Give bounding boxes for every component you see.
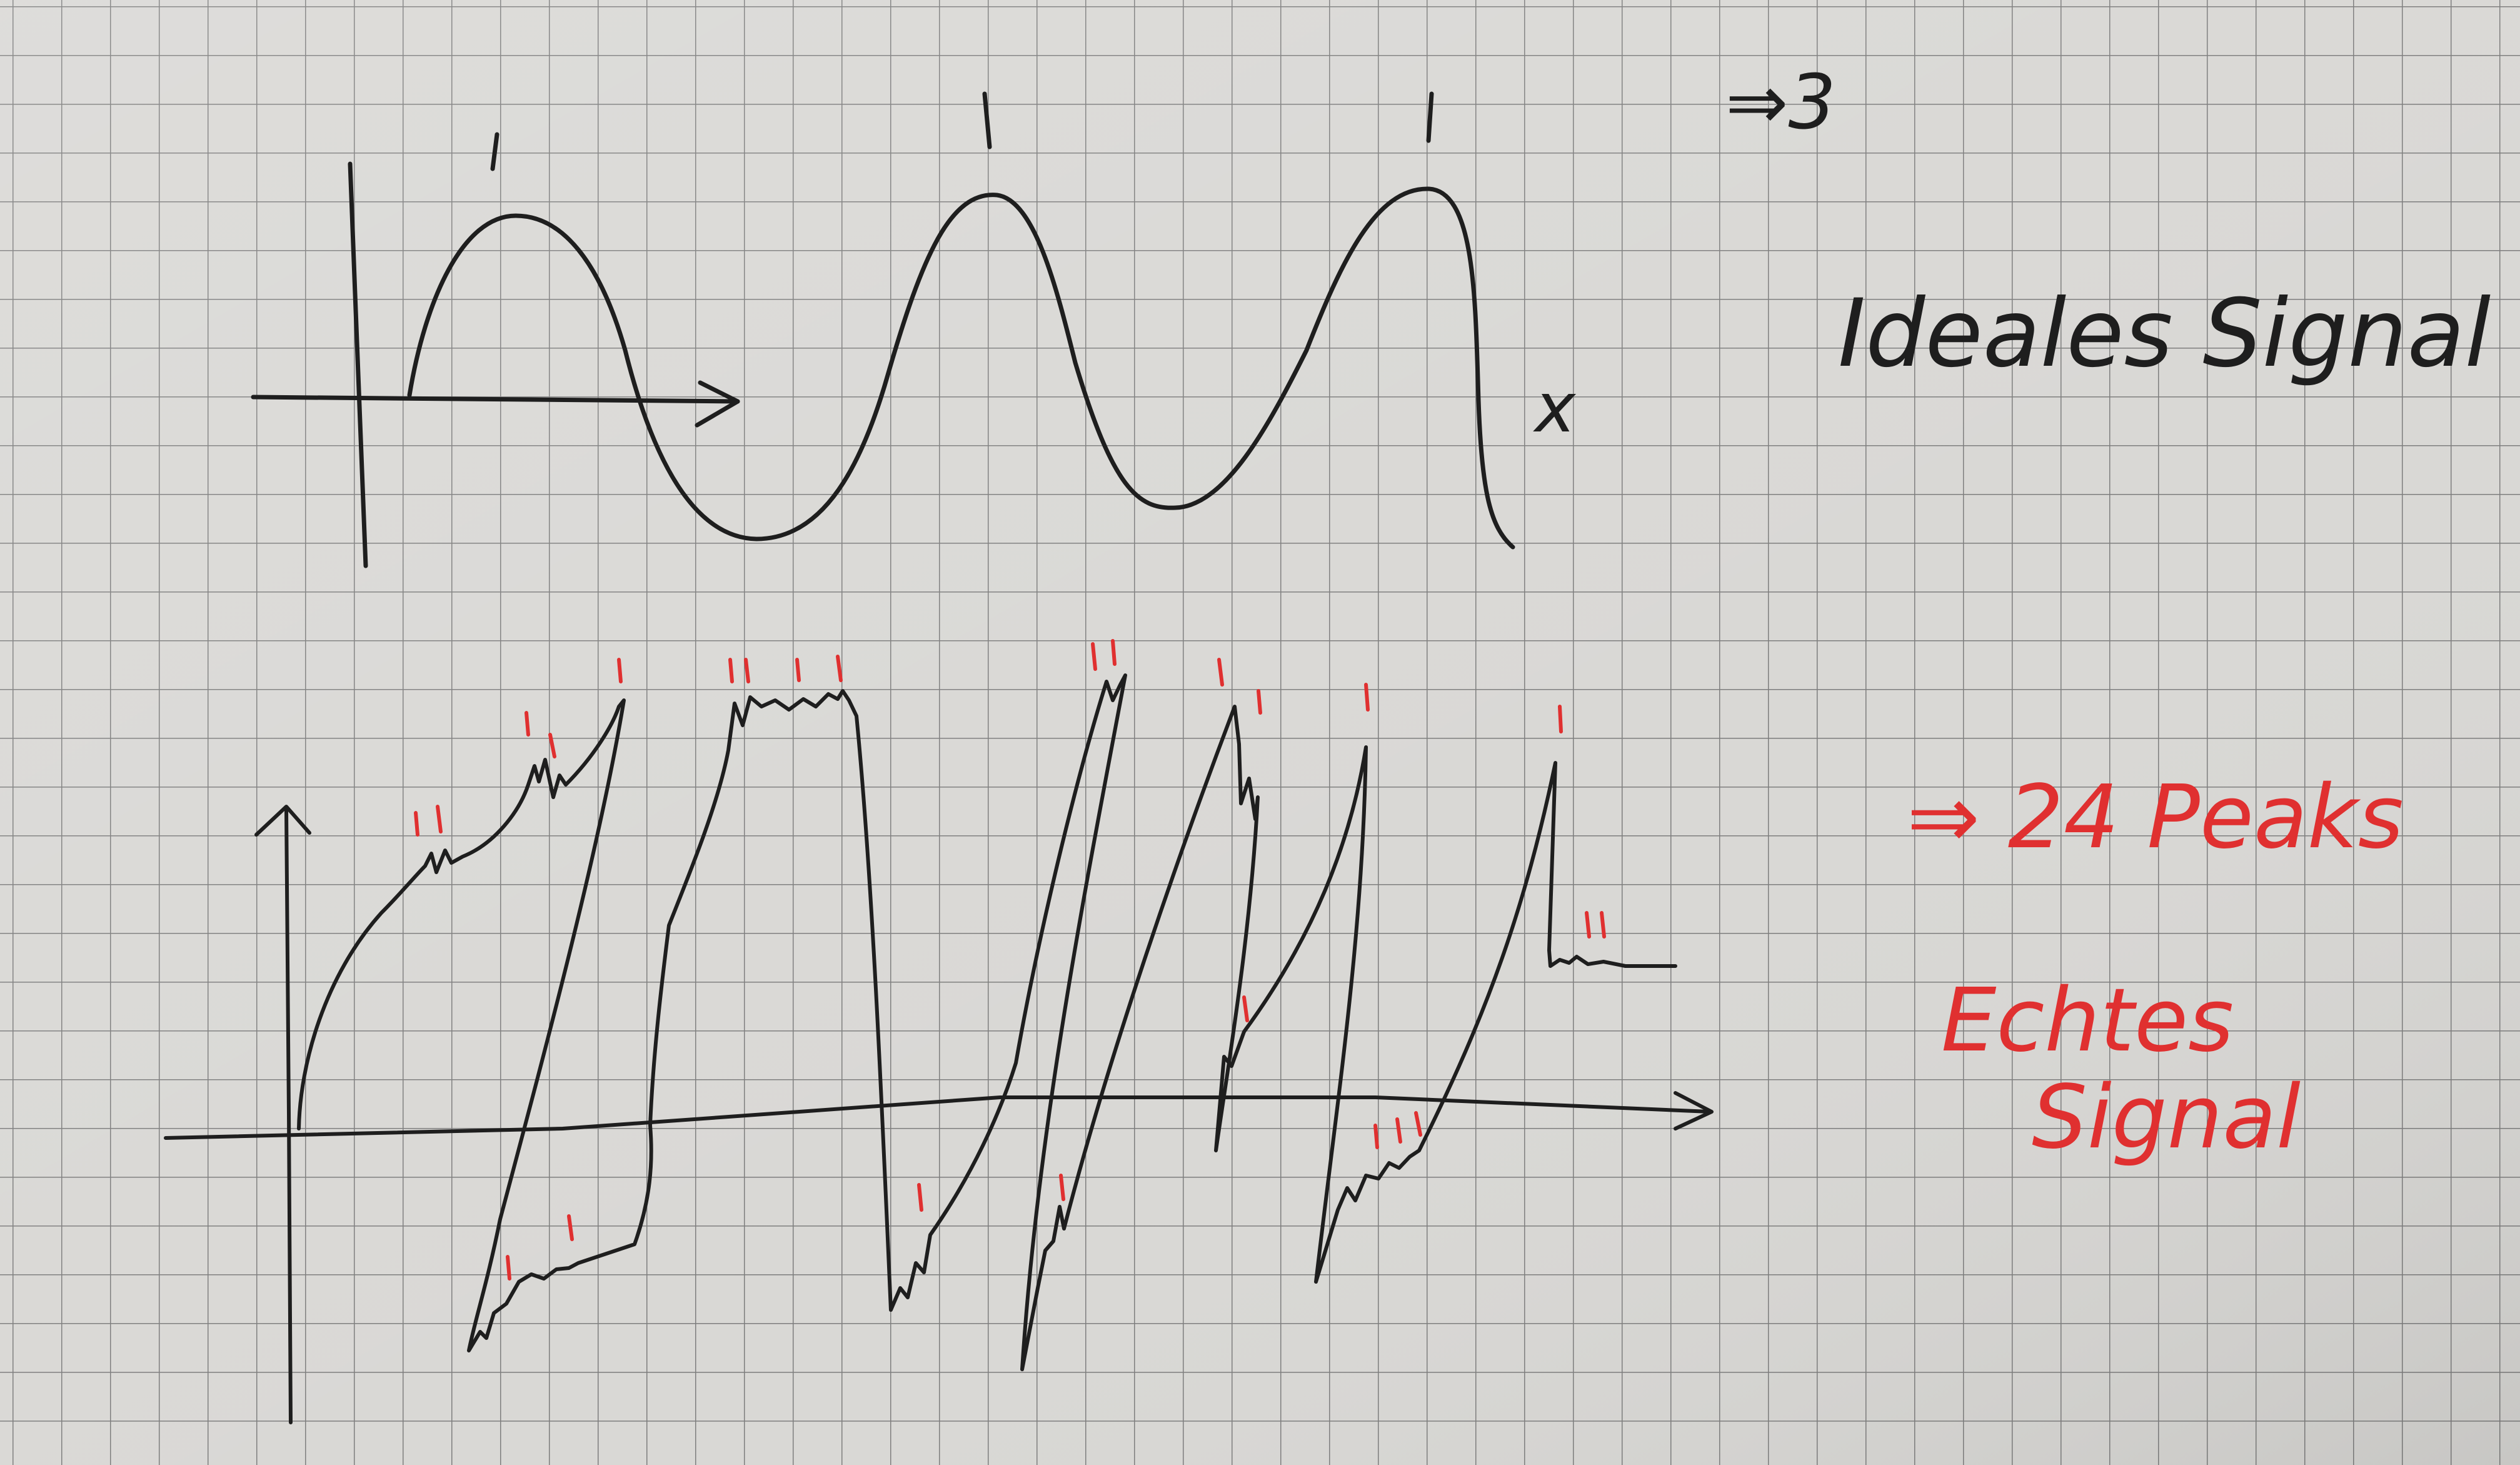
peak-mark: [917, 1183, 923, 1212]
ideal-x-axis-label: x: [1533, 368, 1577, 448]
ideal-sine-curve: [407, 186, 1515, 550]
peak-mark: [728, 658, 734, 683]
ideal-x-axis: [251, 395, 740, 404]
peak-mark: [617, 658, 623, 683]
real-y-arrowhead: [254, 805, 311, 837]
real-signal-sketch: [164, 673, 1714, 1424]
peak-mark: [1395, 1117, 1402, 1144]
real-result-label: ⇒ 24 Peaks: [1907, 767, 2404, 868]
peak-mark: [1242, 995, 1249, 1022]
real-x-arrowhead: [1674, 1091, 1714, 1130]
real-x-axis: [164, 1095, 1712, 1140]
ideal-y-axis: [348, 161, 368, 568]
peak-mark: [795, 658, 801, 682]
peak-mark: [548, 733, 556, 758]
peak-mark: [506, 1255, 511, 1281]
peak-mark: [436, 805, 443, 833]
peak-mark: [1059, 1174, 1065, 1201]
ideal-signal-sketch: [251, 91, 1515, 568]
peak-mark: [1558, 705, 1563, 733]
ideal-peak-mark: [1426, 91, 1434, 143]
ideal-peak-mark: [982, 91, 992, 149]
peak-mark: [1364, 683, 1370, 712]
peak-mark: [414, 811, 419, 837]
ideal-caption: Ideales Signal: [1838, 279, 2491, 388]
peak-mark: [1600, 911, 1606, 939]
peak-mark: [1257, 689, 1262, 715]
peak-mark: [1091, 642, 1097, 671]
real-signal-curve: [297, 673, 1677, 1371]
peak-mark: [836, 655, 843, 682]
ideal-peak-mark: [490, 132, 499, 171]
peak-mark: [1111, 639, 1117, 666]
peak-mark: [1373, 1124, 1379, 1149]
peak-mark: [525, 711, 530, 737]
peak-mark: [1217, 658, 1224, 687]
real-caption-line-2: Signal: [2032, 1067, 2301, 1169]
ideal-result-label: ⇒3: [1725, 59, 1836, 146]
ideal-x-arrowhead: [695, 380, 740, 428]
real-y-axis: [284, 808, 293, 1424]
peak-mark: [1414, 1111, 1422, 1137]
real-peak-marks: [414, 639, 1606, 1281]
real-caption-line-1: Echtes: [1941, 970, 2234, 1072]
peak-mark: [1585, 911, 1591, 939]
peak-mark: [744, 658, 750, 683]
peak-mark: [567, 1214, 574, 1241]
